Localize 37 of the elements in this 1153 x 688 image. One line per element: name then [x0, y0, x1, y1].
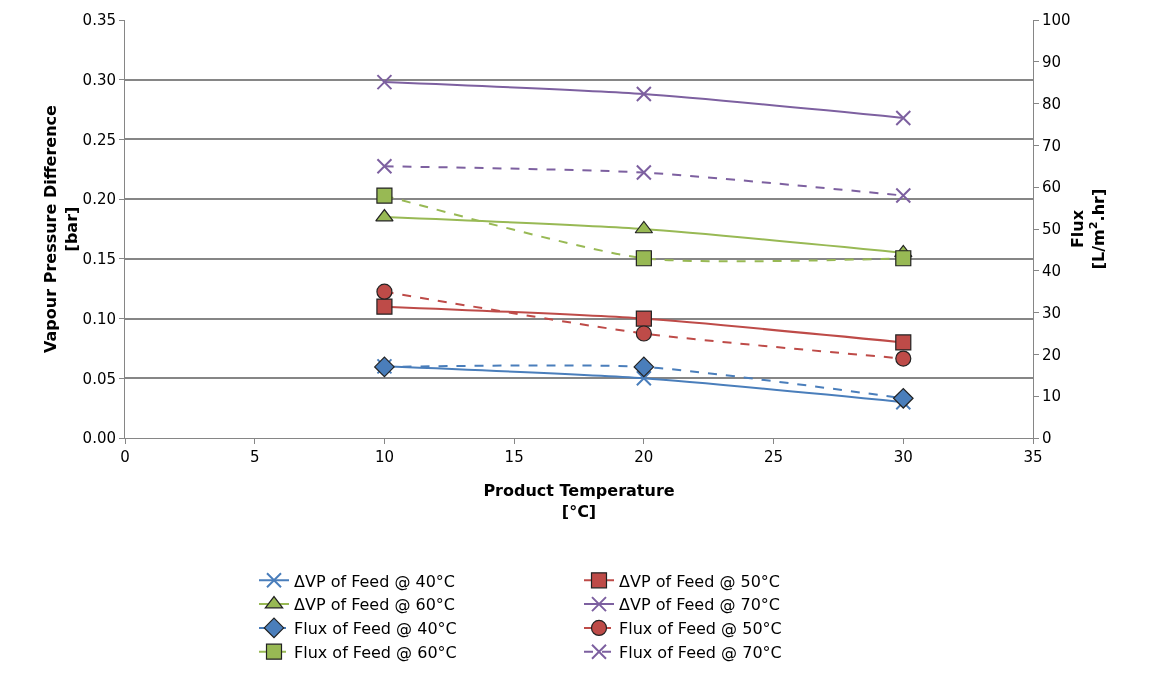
y2-tick-label: 40 — [1042, 262, 1062, 281]
y2-tick-label: 60 — [1042, 178, 1062, 197]
x-axis-title: Product Temperature [°C] — [483, 481, 675, 521]
y2-tick-label: 90 — [1042, 53, 1062, 72]
x-tick-label: 15 — [504, 448, 524, 466]
x-tick-label: 0 — [120, 448, 130, 466]
x-tick-label: 5 — [249, 448, 260, 466]
y-tick-label: 0.25 — [82, 130, 116, 149]
legend-label: ΔVP of Feed @ 60°C — [294, 595, 456, 615]
y2-tick-label: 20 — [1042, 345, 1062, 364]
x-tick-label: 30 — [893, 448, 913, 466]
y-tick-label: 0.35 — [82, 11, 116, 30]
legend-label: ΔVP of Feed @ 40°C — [294, 571, 456, 591]
y2-tick-label: 70 — [1042, 136, 1062, 155]
y-tick-label: 0.15 — [82, 250, 116, 269]
legend-label: Flux of Feed @ 50°C — [619, 619, 782, 639]
legend-label: Flux of Feed @ 40°C — [294, 619, 457, 639]
y-tick-label: 0.00 — [82, 429, 116, 448]
y-axis-title: Vapour Pressure Difference [bar] — [40, 104, 81, 353]
y2-tick-label: 10 — [1042, 387, 1062, 406]
y2-tick-label: 50 — [1042, 220, 1062, 239]
legend-label: Flux of Feed @ 60°C — [294, 642, 457, 662]
y2-tick-label: 100 — [1042, 11, 1071, 30]
legend-label: ΔVP of Feed @ 70°C — [619, 595, 781, 615]
x-tick-label: 25 — [764, 448, 784, 466]
y2-tick-label: 0 — [1042, 429, 1052, 448]
legend-label: Flux of Feed @ 70°C — [619, 642, 782, 662]
y-tick-label: 0.05 — [82, 369, 116, 388]
x-tick-label: 20 — [634, 448, 654, 466]
y2-tick-label: 80 — [1042, 94, 1062, 113]
y-tick-label: 0.10 — [82, 309, 116, 328]
legend-label: ΔVP of Feed @ 50°C — [619, 571, 781, 591]
y-tick-label: 0.20 — [82, 190, 116, 209]
x-tick-label: 10 — [374, 448, 394, 466]
y2-tick-label: 30 — [1042, 303, 1062, 322]
x-tick-label: 35 — [1023, 448, 1043, 466]
y-tick-label: 0.30 — [82, 70, 116, 89]
